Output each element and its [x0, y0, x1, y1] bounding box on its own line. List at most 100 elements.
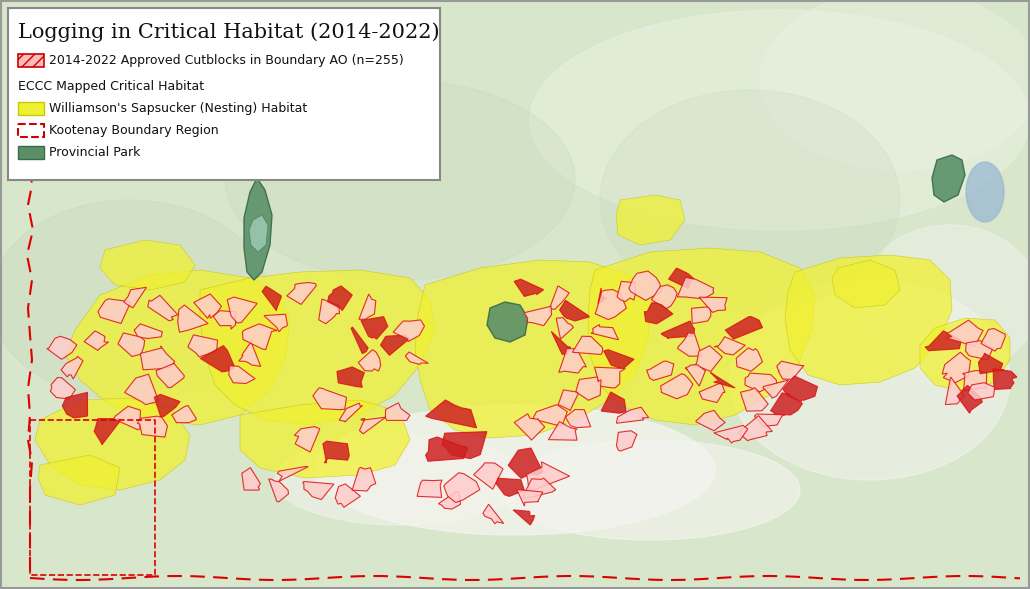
Polygon shape [385, 403, 410, 421]
Polygon shape [124, 287, 146, 308]
Polygon shape [661, 321, 694, 338]
Ellipse shape [966, 162, 1004, 222]
Polygon shape [38, 455, 121, 505]
Polygon shape [947, 320, 984, 346]
Polygon shape [487, 302, 528, 342]
Polygon shape [565, 409, 591, 428]
Polygon shape [339, 403, 363, 422]
Polygon shape [616, 195, 685, 245]
Polygon shape [360, 317, 387, 339]
Polygon shape [699, 382, 725, 402]
Polygon shape [533, 405, 568, 426]
Polygon shape [495, 478, 524, 497]
Polygon shape [269, 479, 288, 502]
Polygon shape [125, 374, 159, 405]
Polygon shape [946, 377, 964, 405]
Polygon shape [695, 346, 722, 372]
Polygon shape [595, 290, 626, 319]
Text: Logging in Critical Habitat (2014-2022): Logging in Critical Habitat (2014-2022) [18, 22, 440, 42]
Polygon shape [228, 297, 258, 323]
Polygon shape [393, 320, 424, 342]
Polygon shape [551, 332, 571, 354]
Polygon shape [154, 395, 180, 417]
Polygon shape [328, 286, 352, 310]
Bar [8, 8, 440, 180]
Polygon shape [604, 350, 634, 369]
Bar [18, 54, 44, 67]
Polygon shape [178, 305, 208, 332]
Polygon shape [352, 468, 376, 491]
Polygon shape [678, 333, 701, 356]
Polygon shape [736, 348, 762, 371]
Polygon shape [415, 260, 650, 438]
Polygon shape [594, 367, 625, 388]
Text: Kootenay Boundary Region: Kootenay Boundary Region [49, 124, 218, 137]
Polygon shape [318, 299, 340, 324]
Polygon shape [242, 468, 261, 490]
Polygon shape [201, 346, 235, 372]
Polygon shape [417, 480, 442, 497]
Polygon shape [685, 365, 706, 386]
Polygon shape [965, 340, 993, 360]
Polygon shape [303, 481, 334, 499]
Polygon shape [550, 286, 570, 309]
Polygon shape [616, 431, 638, 451]
Polygon shape [337, 367, 365, 387]
Polygon shape [981, 329, 1005, 351]
Polygon shape [978, 353, 1004, 374]
Polygon shape [358, 294, 376, 319]
Polygon shape [406, 352, 428, 365]
Polygon shape [957, 385, 983, 413]
Polygon shape [745, 373, 777, 392]
Polygon shape [617, 407, 649, 423]
Polygon shape [94, 419, 122, 445]
Polygon shape [187, 335, 217, 357]
Polygon shape [98, 299, 130, 323]
Polygon shape [61, 356, 83, 379]
Polygon shape [351, 327, 368, 353]
Polygon shape [696, 411, 725, 431]
Ellipse shape [315, 405, 715, 535]
Polygon shape [100, 240, 195, 290]
Polygon shape [558, 390, 579, 411]
Polygon shape [322, 441, 349, 463]
Polygon shape [556, 317, 574, 339]
Polygon shape [832, 260, 900, 308]
Polygon shape [313, 388, 346, 409]
Polygon shape [444, 473, 480, 502]
Polygon shape [50, 378, 75, 399]
Polygon shape [714, 425, 748, 443]
Polygon shape [359, 417, 385, 434]
Polygon shape [46, 336, 77, 359]
Polygon shape [783, 376, 818, 402]
Polygon shape [425, 437, 468, 461]
Polygon shape [714, 337, 746, 355]
Polygon shape [113, 406, 140, 429]
Polygon shape [548, 422, 577, 440]
Polygon shape [737, 416, 772, 441]
Polygon shape [962, 370, 987, 391]
Polygon shape [678, 277, 714, 299]
Ellipse shape [275, 435, 525, 525]
Text: 2014-2022 Approved Cutblocks in Boundary AO (n=255): 2014-2022 Approved Cutblocks in Boundary… [49, 54, 404, 67]
Ellipse shape [500, 440, 800, 540]
Polygon shape [140, 346, 175, 370]
Polygon shape [194, 294, 221, 319]
Polygon shape [691, 307, 711, 323]
Bar [18, 146, 44, 159]
Text: Williamson's Sapsucker (Nesting) Habitat: Williamson's Sapsucker (Nesting) Habitat [49, 102, 307, 115]
Polygon shape [711, 372, 735, 388]
Polygon shape [277, 466, 308, 481]
Polygon shape [645, 303, 673, 324]
Polygon shape [660, 374, 693, 399]
Polygon shape [617, 282, 636, 302]
Polygon shape [514, 414, 545, 440]
Polygon shape [172, 406, 197, 423]
Polygon shape [442, 432, 487, 459]
Polygon shape [286, 283, 316, 305]
Polygon shape [741, 388, 768, 411]
Polygon shape [777, 361, 803, 379]
Polygon shape [699, 297, 727, 312]
Polygon shape [335, 484, 360, 507]
Polygon shape [993, 369, 1017, 389]
